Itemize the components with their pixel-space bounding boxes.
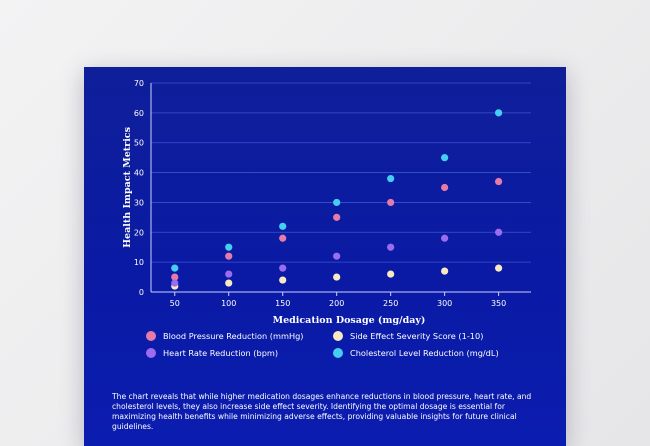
point-side-effect-250[interactable] [387, 270, 395, 278]
point-side-effect-100[interactable] [225, 279, 233, 287]
y-tick-10: 10 [134, 258, 144, 267]
point-cholesterol-300[interactable] [441, 154, 449, 162]
legend-label-blood-pressure: Blood Pressure Reduction (mmHg) [163, 331, 304, 341]
y-tick-0: 0 [139, 288, 144, 297]
legend-item-blood-pressure[interactable]: Blood Pressure Reduction (mmHg) [146, 331, 304, 341]
legend-item-heart-rate[interactable]: Heart Rate Reduction (bpm) [146, 348, 278, 358]
legend-swatch-heart-rate [146, 348, 156, 358]
y-tick-60: 60 [134, 109, 144, 118]
legend-item-cholesterol[interactable]: Cholesterol Level Reduction (mg/dL) [333, 348, 499, 358]
x-axis-label: Medication Dosage (mg/day) [273, 315, 426, 326]
grid-lines [151, 82, 531, 263]
point-blood-pressure-300[interactable] [441, 183, 449, 192]
point-side-effect-350[interactable] [495, 264, 503, 272]
y-tick-70: 70 [134, 79, 144, 88]
point-cholesterol-200[interactable] [333, 198, 341, 207]
point-heart-rate-300[interactable] [441, 234, 449, 242]
x-tick-labels: 50 100 150 200 250 300 350 [170, 299, 507, 308]
point-heart-rate-100[interactable] [225, 270, 233, 278]
axes [150, 83, 531, 296]
x-tick-350: 350 [491, 299, 506, 308]
scatter-chart: 0 10 20 30 40 50 60 70 50 100 150 200 250 300 350 Hea… [122, 79, 531, 326]
point-side-effect-200[interactable] [333, 273, 341, 281]
point-blood-pressure-250[interactable] [387, 198, 395, 207]
point-side-effect-300[interactable] [441, 267, 449, 275]
point-blood-pressure-100[interactable] [225, 252, 233, 260]
point-cholesterol-150[interactable] [279, 222, 287, 230]
x-tick-200: 200 [329, 299, 344, 308]
point-heart-rate-250[interactable] [387, 243, 395, 251]
point-cholesterol-250[interactable] [387, 174, 395, 183]
legend-item-side-effect[interactable]: Side Effect Severity Score (1-10) [333, 331, 483, 341]
x-tick-50: 50 [170, 299, 180, 308]
x-tick-150: 150 [275, 299, 290, 308]
legend-swatch-blood-pressure [146, 331, 156, 341]
legend: Blood Pressure Reduction (mmHg) Side Eff… [146, 331, 566, 371]
x-tick-250: 250 [383, 299, 398, 308]
y-axis-label: Health Impact Metrics [122, 127, 133, 248]
point-heart-rate-50[interactable] [171, 279, 179, 287]
point-blood-pressure-50[interactable] [171, 273, 179, 281]
y-tick-50: 50 [134, 139, 144, 148]
point-side-effect-150[interactable] [279, 276, 287, 284]
point-heart-rate-150[interactable] [279, 264, 287, 272]
y-tick-40: 40 [134, 169, 144, 178]
point-blood-pressure-150[interactable] [279, 234, 287, 242]
y-tick-30: 30 [134, 198, 144, 207]
legend-label-side-effect: Side Effect Severity Score (1-10) [350, 331, 484, 341]
chart-card: 0 10 20 30 40 50 60 70 50 100 150 200 250 300 350 Hea… [84, 67, 566, 446]
point-heart-rate-350[interactable] [495, 228, 503, 236]
point-blood-pressure-350[interactable] [495, 177, 503, 186]
legend-label-heart-rate: Heart Rate Reduction (bpm) [163, 348, 279, 358]
data-points [171, 109, 503, 290]
x-tick-300: 300 [437, 299, 452, 308]
point-cholesterol-100[interactable] [225, 243, 233, 251]
point-heart-rate-200[interactable] [333, 252, 341, 260]
point-cholesterol-50[interactable] [171, 264, 179, 272]
legend-swatch-side-effect [333, 331, 343, 341]
legend-swatch-cholesterol [333, 348, 343, 358]
chart-caption: The chart reveals that while higher medi… [112, 392, 532, 431]
y-tick-20: 20 [134, 228, 144, 237]
x-tick-100: 100 [221, 299, 236, 308]
y-tick-labels: 0 10 20 30 40 50 60 70 [134, 79, 144, 297]
legend-label-cholesterol: Cholesterol Level Reduction (mg/dL) [350, 348, 499, 358]
point-cholesterol-350[interactable] [495, 109, 503, 117]
point-blood-pressure-200[interactable] [333, 213, 341, 221]
